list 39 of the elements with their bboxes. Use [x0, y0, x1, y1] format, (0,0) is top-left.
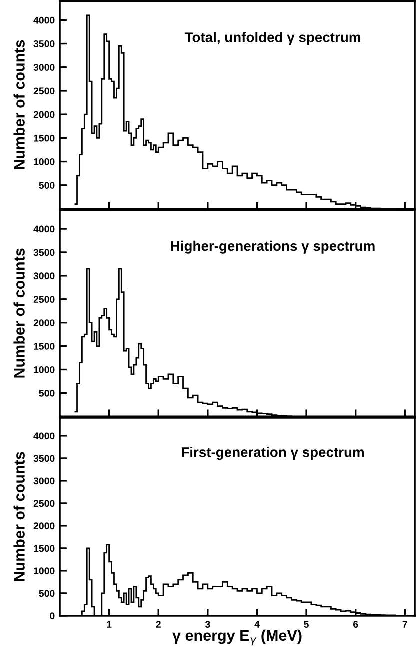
- y-tick-label: 2000: [34, 522, 55, 530]
- x-tick-label: 7: [402, 621, 408, 628]
- y-tick-label: 1000: [34, 366, 55, 374]
- y-tick-label: 2500: [34, 296, 55, 304]
- y-tick-label: 1500: [34, 134, 55, 142]
- x-tick-label: 1: [107, 621, 112, 628]
- y-tick-label: 1500: [34, 343, 55, 350]
- y-tick-label: 3500: [34, 249, 55, 256]
- x-tick-label: 6: [353, 621, 358, 628]
- y-tick-label: 2500: [34, 88, 55, 95]
- y-tick-label: 500: [39, 182, 55, 189]
- x-axis-title: γ energy E$_{γ}$ (MeV): [172, 630, 302, 646]
- y-tick-label: 1000: [34, 158, 55, 166]
- y-tick-label: 3500: [34, 455, 55, 462]
- y-tick-label: 2500: [34, 500, 55, 508]
- text: First-generation γ spectrum: [182, 447, 364, 460]
- x-tick-label: 5: [304, 621, 309, 628]
- y-tick-label: 2000: [34, 320, 55, 326]
- y-tick-label: 1500: [34, 545, 55, 552]
- x-tick-label: 4: [254, 621, 260, 628]
- y-tick-label: 4000: [34, 16, 55, 24]
- y-tick-label: 3500: [34, 40, 55, 48]
- x-tick-label: 2: [156, 621, 161, 628]
- x-tick-label: 3: [205, 621, 210, 628]
- text: Total, unfolded γ spectrum: [184, 32, 360, 46]
- y-tick-label: 1000: [34, 568, 55, 575]
- y-tick-label: 500: [39, 590, 55, 598]
- y-axis-title: Number of counts: [14, 248, 25, 378]
- y-tick-label: 4000: [34, 226, 55, 233]
- text: Higher-generations γ spectrum: [171, 240, 375, 254]
- y-tick-label: 3000: [34, 478, 55, 485]
- y-tick-label: 500: [39, 390, 55, 397]
- y-tick-label: 0: [50, 612, 55, 620]
- y-tick-label: 2000: [34, 111, 55, 118]
- y-axis-title: Number of counts: [14, 40, 25, 170]
- y-tick-label: 3000: [34, 64, 55, 72]
- y-tick-label: 3000: [34, 272, 55, 280]
- y-axis-title: Number of counts: [14, 452, 25, 582]
- y-tick-label: 4000: [34, 432, 55, 440]
